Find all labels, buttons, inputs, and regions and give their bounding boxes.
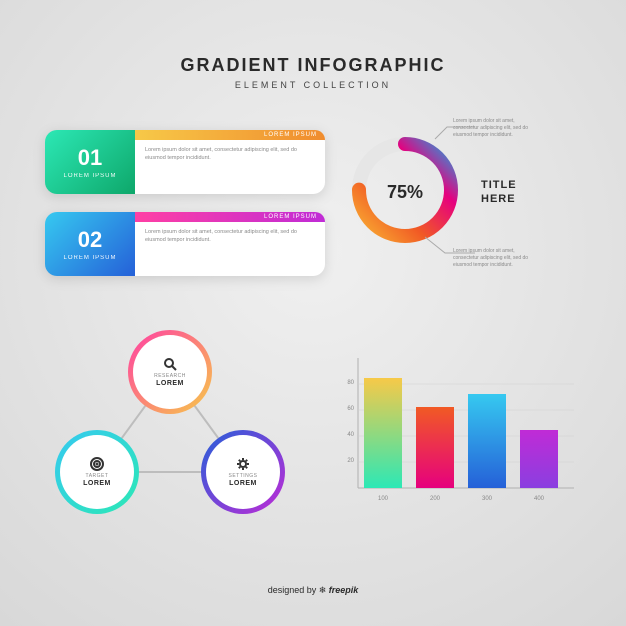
card-body: LOREM IPSUM Lorem ipsum dolor sit amet, … xyxy=(135,212,325,276)
ytick-label: 60 xyxy=(330,406,354,412)
xtick-label: 400 xyxy=(520,496,558,502)
ytick-label: 80 xyxy=(330,380,354,386)
circle-small-label: SETTINGS xyxy=(228,473,257,479)
footer-prefix: designed by xyxy=(268,585,317,595)
info-cards: 01 LOREM IPSUM LOREM IPSUM Lorem ipsum d… xyxy=(45,130,325,294)
target-icon xyxy=(90,457,104,471)
card-text: Lorem ipsum dolor sit amet, consectetur … xyxy=(145,228,315,245)
card-number-badge: 01 LOREM IPSUM xyxy=(45,130,135,194)
circle-inner: TARGET LOREM xyxy=(60,435,134,509)
card-number-badge: 02 LOREM IPSUM xyxy=(45,212,135,276)
footer-credit: designed by ❄ freepik xyxy=(0,585,626,596)
bar-chart-plot: 100200300400 xyxy=(358,358,568,488)
gear-icon xyxy=(236,457,250,471)
bar-4 xyxy=(520,430,558,489)
donut-callout-bottom: Lorem ipsum dolor sit amet, consectetur … xyxy=(453,248,538,269)
bar-3 xyxy=(468,394,506,488)
card-body: LOREM IPSUM Lorem ipsum dolor sit amet, … xyxy=(135,130,325,194)
circle-inner: RESEARCH LOREM xyxy=(133,335,207,409)
circle-small-label: TARGET xyxy=(86,473,109,479)
circle-label: LOREM xyxy=(83,480,111,487)
page-subtitle: ELEMENT COLLECTION xyxy=(0,80,626,90)
search-icon xyxy=(163,357,177,371)
ytick-label: 20 xyxy=(330,458,354,464)
bar-chart: 100200300400 20406080 xyxy=(330,350,580,530)
circle-node-research: RESEARCH LOREM xyxy=(128,330,212,414)
info-card-2: 02 LOREM IPSUM LOREM IPSUM Lorem ipsum d… xyxy=(45,212,325,276)
xtick-label: 100 xyxy=(364,496,402,502)
ytick-label: 40 xyxy=(330,432,354,438)
card-number: 02 xyxy=(78,227,102,253)
bar-2 xyxy=(416,407,454,488)
card-strip: LOREM IPSUM xyxy=(135,130,325,140)
xtick-label: 300 xyxy=(468,496,506,502)
card-strip: LOREM IPSUM xyxy=(135,212,325,222)
circle-node-settings: SETTINGS LOREM xyxy=(201,430,285,514)
circle-label: LOREM xyxy=(156,380,184,387)
header: GRADIENT INFOGRAPHIC ELEMENT COLLECTION xyxy=(0,0,626,90)
card-text: Lorem ipsum dolor sit amet, consectetur … xyxy=(145,146,315,163)
donut-percent: 75% xyxy=(345,130,465,255)
card-heading: LOREM IPSUM xyxy=(63,255,116,261)
donut-chart: Lorem ipsum dolor sit amet, consectetur … xyxy=(345,130,465,255)
circle-label: LOREM xyxy=(229,480,257,487)
circle-node-target: TARGET LOREM xyxy=(55,430,139,514)
donut-callout-top: Lorem ipsum dolor sit amet, consectetur … xyxy=(453,118,538,139)
bar-1 xyxy=(364,378,402,489)
donut-title: TITLE HERE xyxy=(481,178,517,207)
card-heading: LOREM IPSUM xyxy=(63,173,116,179)
card-number: 01 xyxy=(78,145,102,171)
footer-brand: freepik xyxy=(329,585,359,595)
triangle-diagram: RESEARCH LOREM TARGET LOREM SETTINGS LOR… xyxy=(55,330,285,530)
card-strip-label: LOREM IPSUM xyxy=(264,212,317,222)
info-card-1: 01 LOREM IPSUM LOREM IPSUM Lorem ipsum d… xyxy=(45,130,325,194)
circle-small-label: RESEARCH xyxy=(154,373,186,379)
xtick-label: 200 xyxy=(416,496,454,502)
circle-inner: SETTINGS LOREM xyxy=(206,435,280,509)
card-strip-label: LOREM IPSUM xyxy=(264,130,317,140)
page-title: GRADIENT INFOGRAPHIC xyxy=(0,55,626,76)
